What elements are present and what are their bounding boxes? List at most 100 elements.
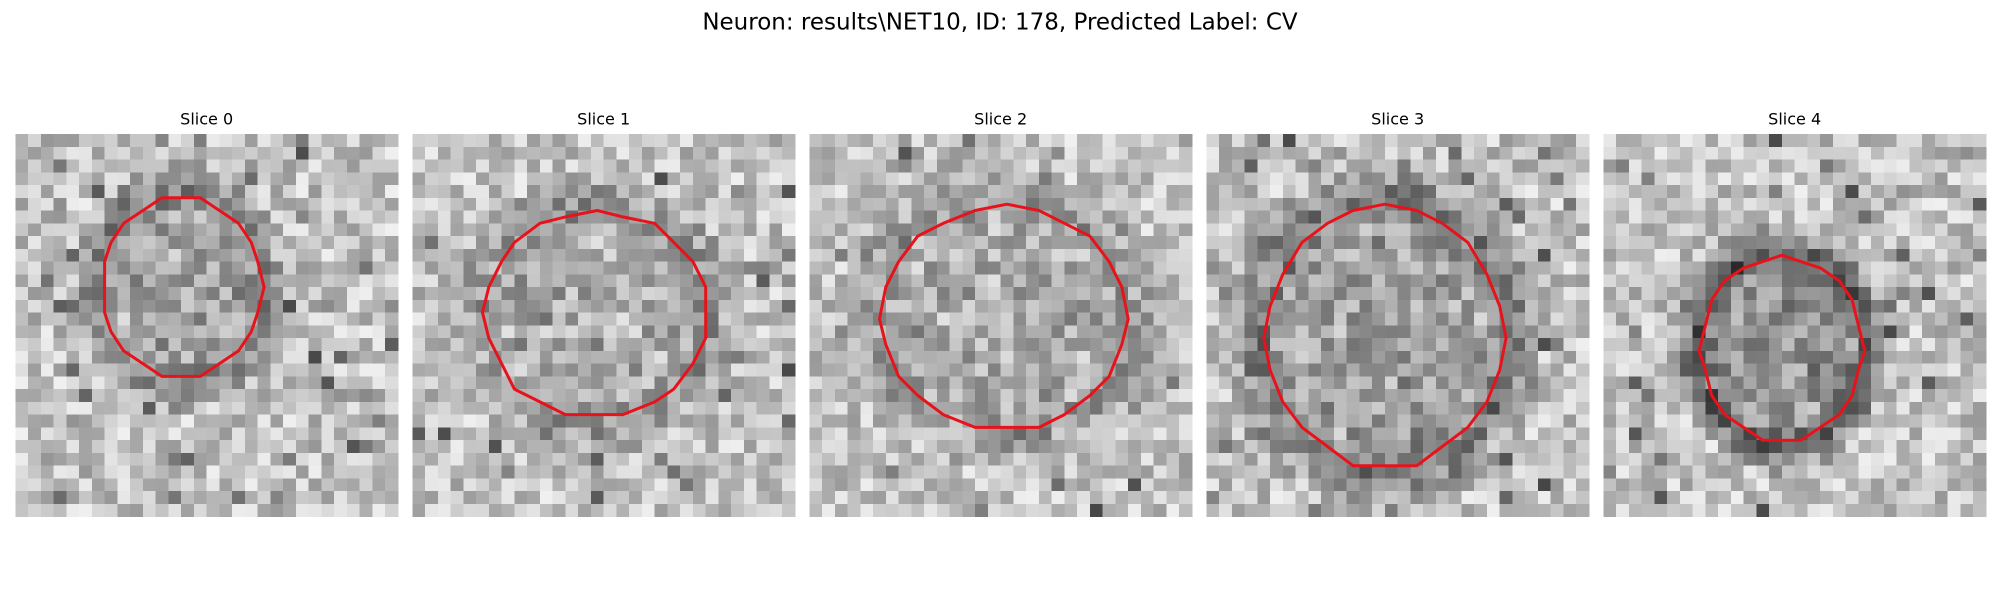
pixel [15,185,29,199]
pixel [1692,146,1706,161]
pixel [718,299,732,314]
pixel [743,325,758,339]
pixel [769,312,783,326]
pixel [1486,338,1501,352]
pixel [718,312,732,326]
pixel [590,363,605,377]
pixel [1346,146,1360,161]
pixel [257,427,271,441]
pixel [1321,146,1335,161]
pixel [104,491,118,505]
pixel [1654,389,1668,403]
pixel [1089,452,1104,467]
pixel [476,223,490,237]
pixel [1871,465,1885,479]
pixel [539,287,554,301]
pixel [1845,261,1859,275]
pixel [1333,452,1348,467]
pixel [425,478,439,492]
pixel [1295,248,1309,263]
pixel [295,440,310,454]
pixel [283,236,297,250]
pixel [1128,146,1142,161]
pixel [1333,338,1348,352]
pixel [425,440,439,454]
pixel [743,159,758,173]
pixel [91,363,106,377]
pixel [1871,299,1885,314]
pixel [1384,274,1399,288]
pixel [1654,134,1668,148]
pixel [1537,478,1552,492]
pixel [1807,350,1821,365]
pixel [1359,248,1373,263]
pixel [1576,172,1590,186]
pixel [130,478,144,492]
pixel [898,338,912,352]
pixel [1525,210,1539,224]
pixel [91,503,106,518]
pixel [552,440,566,454]
pixel [1909,197,1923,212]
pixel [1576,210,1590,224]
pixel [514,325,528,339]
pixel [565,248,579,263]
pixel [1705,503,1719,518]
pixel [1603,427,1617,441]
pixel [1973,185,1987,199]
pixel [1448,248,1462,263]
pixel [885,299,900,314]
pixel [53,440,67,454]
pixel [1077,325,1091,339]
pixel [641,465,656,479]
pixel [1794,312,1808,326]
pixel [15,287,29,301]
pixel [130,325,144,339]
pixel [1883,172,1898,186]
pixel [219,248,233,263]
pixel [1718,223,1732,237]
pixel [1219,197,1233,212]
pixel [1922,287,1936,301]
pixel [1603,223,1617,237]
pixel [155,465,169,479]
pixel [1820,146,1834,161]
pixel [527,363,541,377]
pixel [1321,287,1335,301]
pixel [705,491,719,505]
pixel [578,312,592,326]
pixel [1512,325,1526,339]
pixel [1537,159,1552,173]
pixel [1077,478,1091,492]
pixel [718,465,732,479]
pixel [425,299,439,314]
pixel [782,452,796,467]
pixel [1206,325,1220,339]
pixel [1128,134,1142,148]
pixel [514,465,528,479]
pixel [1270,503,1284,518]
pixel [1947,210,1961,224]
pixel [552,172,566,186]
pixel [385,452,399,467]
pixel [1934,312,1949,326]
pixel [654,261,668,275]
pixel [450,363,464,377]
pixel [1934,197,1949,212]
pixel [705,363,719,377]
pixel [28,210,42,224]
pixel [117,427,131,441]
pixel [385,503,399,518]
pixel [603,503,617,518]
pixel [667,299,681,314]
pixel [578,261,592,275]
pixel [1435,427,1450,441]
pixel [680,325,694,339]
pixel [425,338,439,352]
pixel [1909,146,1923,161]
pixel [1179,261,1193,275]
pixel [308,401,322,416]
pixel [1461,274,1475,288]
pixel [911,401,925,416]
pixel [1718,350,1732,365]
